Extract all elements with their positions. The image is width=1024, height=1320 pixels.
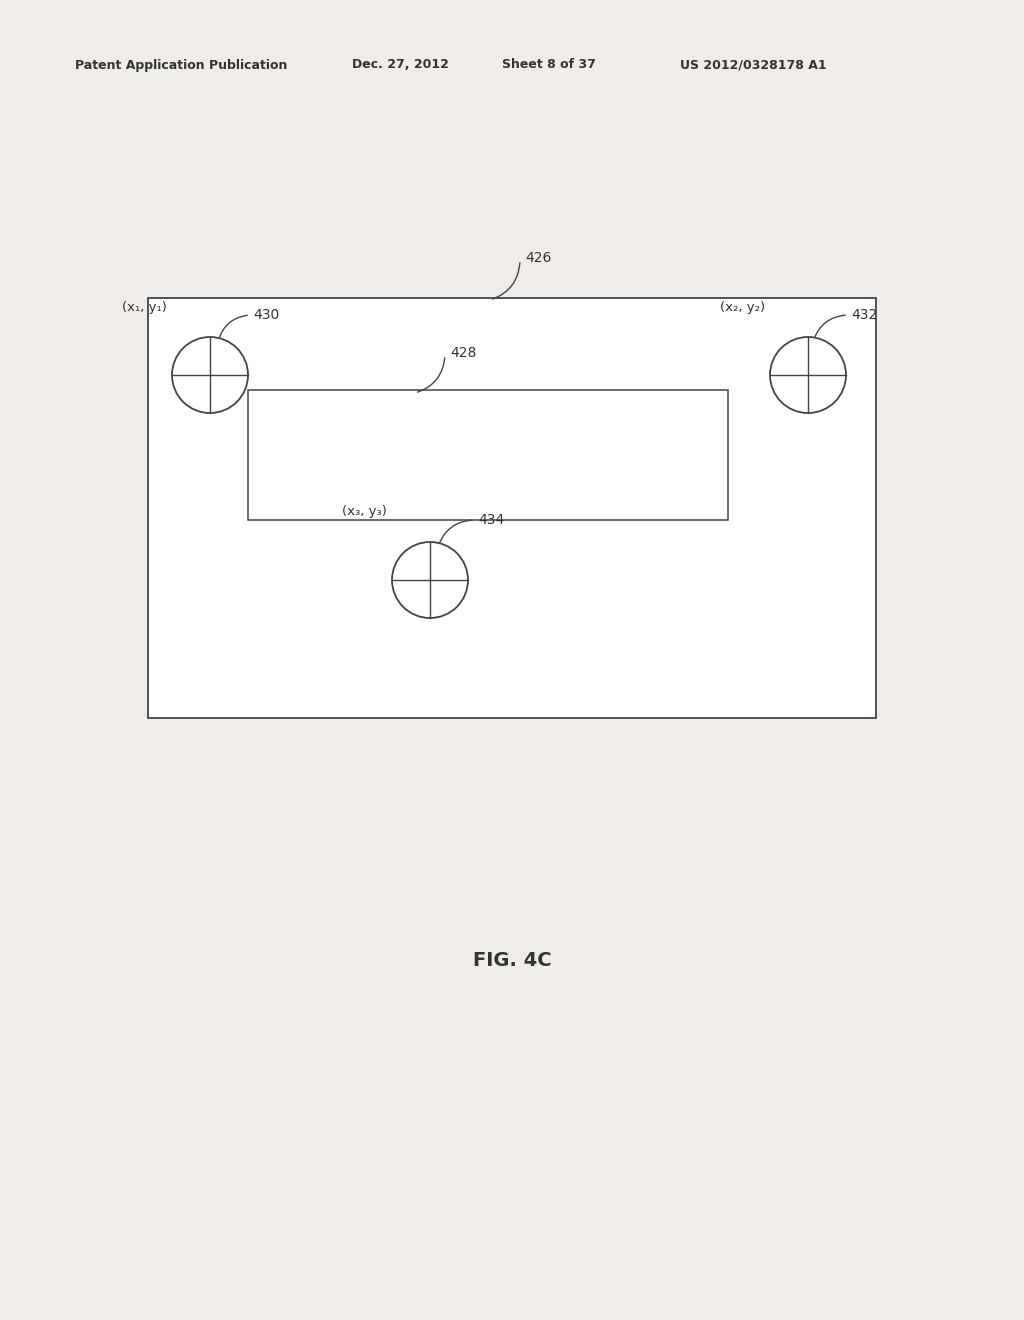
Text: 428: 428: [450, 346, 476, 360]
Text: (x₁, y₁): (x₁, y₁): [122, 301, 167, 314]
Text: Patent Application Publication: Patent Application Publication: [75, 58, 288, 71]
Ellipse shape: [770, 337, 846, 413]
Bar: [148, 298, 876, 718]
Ellipse shape: [392, 543, 468, 618]
Text: 430: 430: [253, 308, 280, 322]
Text: Sheet 8 of 37: Sheet 8 of 37: [502, 58, 596, 71]
Text: (x₃, y₃): (x₃, y₃): [342, 506, 387, 519]
Text: Dec. 27, 2012: Dec. 27, 2012: [352, 58, 449, 71]
Text: 434: 434: [478, 513, 504, 527]
Text: 426: 426: [525, 251, 551, 265]
Text: US 2012/0328178 A1: US 2012/0328178 A1: [680, 58, 826, 71]
Text: FIG. 4C: FIG. 4C: [473, 950, 551, 969]
Ellipse shape: [172, 337, 248, 413]
Text: 432: 432: [851, 308, 878, 322]
Text: (x₂, y₂): (x₂, y₂): [720, 301, 765, 314]
Bar: [248, 389, 728, 520]
